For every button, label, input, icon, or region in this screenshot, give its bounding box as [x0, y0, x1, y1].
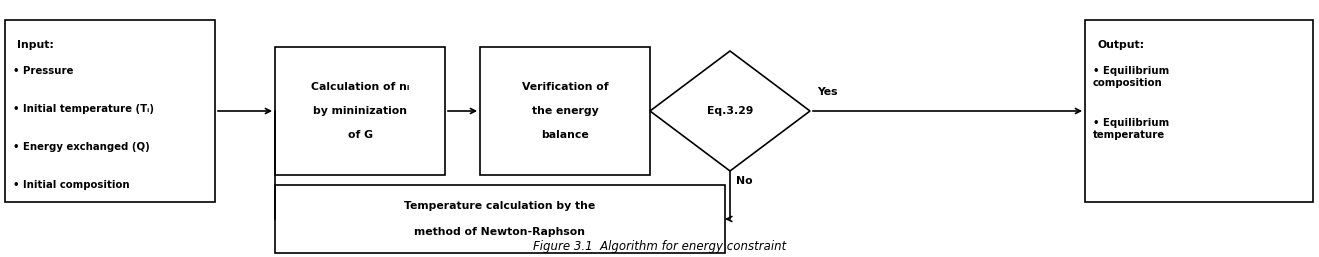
- Text: method of Newton-Raphson: method of Newton-Raphson: [414, 227, 586, 237]
- Text: • Initial composition: • Initial composition: [13, 180, 129, 190]
- Bar: [480, 47, 650, 175]
- Text: Calculation of nᵢ: Calculation of nᵢ: [311, 82, 409, 92]
- Text: Temperature calculation by the: Temperature calculation by the: [405, 201, 596, 211]
- Text: • Energy exchanged (Q): • Energy exchanged (Q): [13, 142, 150, 152]
- Text: • Initial temperature (Tᵢ): • Initial temperature (Tᵢ): [13, 104, 154, 114]
- Text: Eq.3.29: Eq.3.29: [707, 106, 753, 116]
- Text: Yes: Yes: [816, 87, 838, 97]
- Text: the energy: the energy: [532, 106, 599, 116]
- Text: • Equilibrium
temperature: • Equilibrium temperature: [1093, 118, 1169, 140]
- Text: • Pressure: • Pressure: [13, 66, 74, 76]
- Polygon shape: [650, 51, 810, 171]
- Text: Output:: Output:: [1097, 40, 1144, 50]
- Text: Verification of: Verification of: [522, 82, 608, 92]
- Bar: [1086, 20, 1312, 202]
- Text: No: No: [736, 176, 753, 186]
- Bar: [274, 47, 445, 175]
- Text: • Equilibrium
composition: • Equilibrium composition: [1093, 66, 1169, 88]
- Bar: [5, 20, 215, 202]
- Text: Figure 3.1  Algorithm for energy constraint: Figure 3.1 Algorithm for energy constrai…: [533, 240, 786, 253]
- Bar: [274, 185, 725, 253]
- Text: Input:: Input:: [17, 40, 54, 50]
- Text: of G: of G: [347, 130, 372, 140]
- Text: balance: balance: [541, 130, 588, 140]
- Text: by mininization: by mininization: [313, 106, 408, 116]
